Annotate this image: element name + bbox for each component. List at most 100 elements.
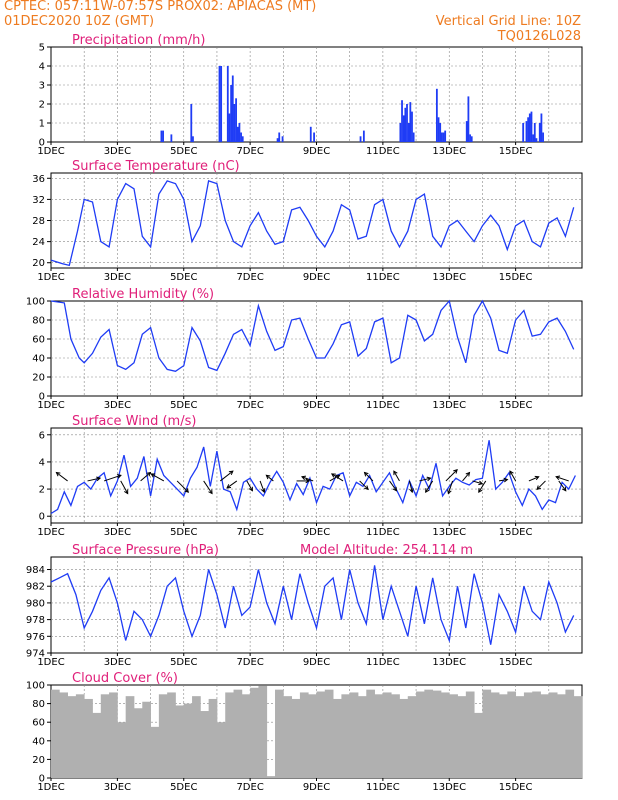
x-tick-label: 3DEC xyxy=(104,272,131,283)
x-tick-label: 5DEC xyxy=(170,527,197,538)
x-tick-label: 13DEC xyxy=(432,146,466,157)
wind-vector xyxy=(359,480,369,490)
cloud-bar xyxy=(167,692,176,778)
cloud-bar xyxy=(51,689,60,778)
wind-vector xyxy=(331,473,344,482)
cloud-bar xyxy=(59,692,68,778)
x-tick-label: 3DEC xyxy=(104,146,131,157)
wind-vector-head xyxy=(124,489,129,495)
y-tick-label: 1 xyxy=(39,119,45,130)
x-tick-label: 15DEC xyxy=(499,657,533,668)
precip-bar xyxy=(440,132,443,142)
x-tick-label: 15DEC xyxy=(499,527,533,538)
y-tick-label: 32 xyxy=(32,195,45,206)
precip-bar xyxy=(469,134,471,142)
cloud-bar xyxy=(391,694,400,778)
wind-vector-head xyxy=(265,474,271,480)
wind-vector xyxy=(140,472,151,482)
wind-vector-head xyxy=(363,471,369,477)
x-tick-label: 9DEC xyxy=(303,146,330,157)
precip-bar xyxy=(411,111,413,142)
wind-vector-head xyxy=(150,473,156,478)
wind-vector xyxy=(536,480,546,490)
cloud-bar xyxy=(374,694,384,778)
panel-title: Surface Temperature (nC) xyxy=(72,159,240,174)
precip-bar xyxy=(190,104,193,142)
precip-bar xyxy=(281,136,284,142)
x-tick-label: 15DEC xyxy=(499,400,533,411)
cloud-bar xyxy=(241,694,251,778)
wind-vector xyxy=(558,480,567,492)
precip-bar xyxy=(442,132,445,142)
wind-vector xyxy=(203,480,213,494)
precip-bar xyxy=(278,132,281,142)
cloud-bar xyxy=(158,694,168,778)
cloud-bar xyxy=(416,691,425,778)
y-tick-label: 80 xyxy=(32,316,45,327)
y-tick-label: 100 xyxy=(26,297,45,308)
precip-bar xyxy=(522,123,525,142)
y-tick-label: 0 xyxy=(39,774,45,785)
wind-vector xyxy=(389,480,397,492)
cloud-bar xyxy=(465,691,475,778)
precip-bar xyxy=(313,132,315,142)
cloud-bar xyxy=(299,692,309,778)
cloud-bar xyxy=(366,689,375,778)
y-tick-label: 0 xyxy=(39,138,45,149)
precip-bar xyxy=(160,130,163,142)
wind-vector xyxy=(447,480,454,494)
y-tick-label: 2 xyxy=(39,100,45,111)
y-tick-label: 976 xyxy=(26,632,45,643)
x-tick-label: 5DEC xyxy=(170,657,197,668)
panel-title: Relative Humidity (%) xyxy=(72,287,214,302)
wind-vector xyxy=(393,470,400,482)
y-tick-label: 974 xyxy=(26,649,45,660)
precip-bar xyxy=(402,115,405,142)
x-tick-label: 7DEC xyxy=(236,146,263,157)
x-tick-label: 15DEC xyxy=(499,272,533,283)
precip-bar xyxy=(231,75,234,142)
wind-vector xyxy=(509,470,517,482)
precip-bar xyxy=(412,132,415,142)
precip-bar xyxy=(228,113,231,142)
x-tick-label: 13DEC xyxy=(432,527,466,538)
cloud-bar xyxy=(540,694,550,778)
cloud-bar xyxy=(92,712,102,778)
cloud-bar xyxy=(125,696,135,778)
x-tick-label: 3DEC xyxy=(104,527,131,538)
wind-vector-head xyxy=(301,475,307,481)
wind-vector-head xyxy=(260,488,266,494)
cloud-bar xyxy=(308,694,317,778)
x-tick-label: 9DEC xyxy=(303,657,330,668)
y-tick-label: 6 xyxy=(39,430,45,441)
wind-vector-head xyxy=(536,485,542,491)
precip-bar xyxy=(540,113,543,142)
precip-bar xyxy=(230,85,233,142)
precip-bar xyxy=(401,100,403,142)
x-tick-label: 1DEC xyxy=(37,527,64,538)
panel-annotation: Model Altitude: 254.114 m xyxy=(300,543,473,558)
precip-bar xyxy=(525,121,528,142)
cloud-bar xyxy=(349,692,359,778)
panel-title: Surface Wind (m/s) xyxy=(72,414,196,429)
y-tick-label: 0 xyxy=(39,512,45,523)
wind-vector xyxy=(103,474,122,482)
x-tick-label: 7DEC xyxy=(236,272,263,283)
cloud-bar xyxy=(208,698,218,778)
wind-vector-head xyxy=(392,486,398,492)
panel-title: Precipitation (mm/h) xyxy=(72,33,205,48)
x-tick-label: 5DEC xyxy=(170,272,197,283)
precip-bar xyxy=(406,104,408,142)
panel-title: Surface Pressure (hPa) xyxy=(72,543,219,558)
wind-vector xyxy=(555,476,569,482)
cloud-bar xyxy=(275,689,284,778)
wind-vector-head xyxy=(146,471,152,477)
precip-bar xyxy=(533,123,536,142)
wind-vector-head xyxy=(561,486,567,492)
cloud-bar xyxy=(341,694,351,778)
wind-vector xyxy=(266,474,274,482)
cloud-bar xyxy=(225,692,234,778)
y-tick-label: 36 xyxy=(32,174,45,185)
x-tick-label: 13DEC xyxy=(432,272,466,283)
y-tick-label: 20 xyxy=(32,258,45,269)
